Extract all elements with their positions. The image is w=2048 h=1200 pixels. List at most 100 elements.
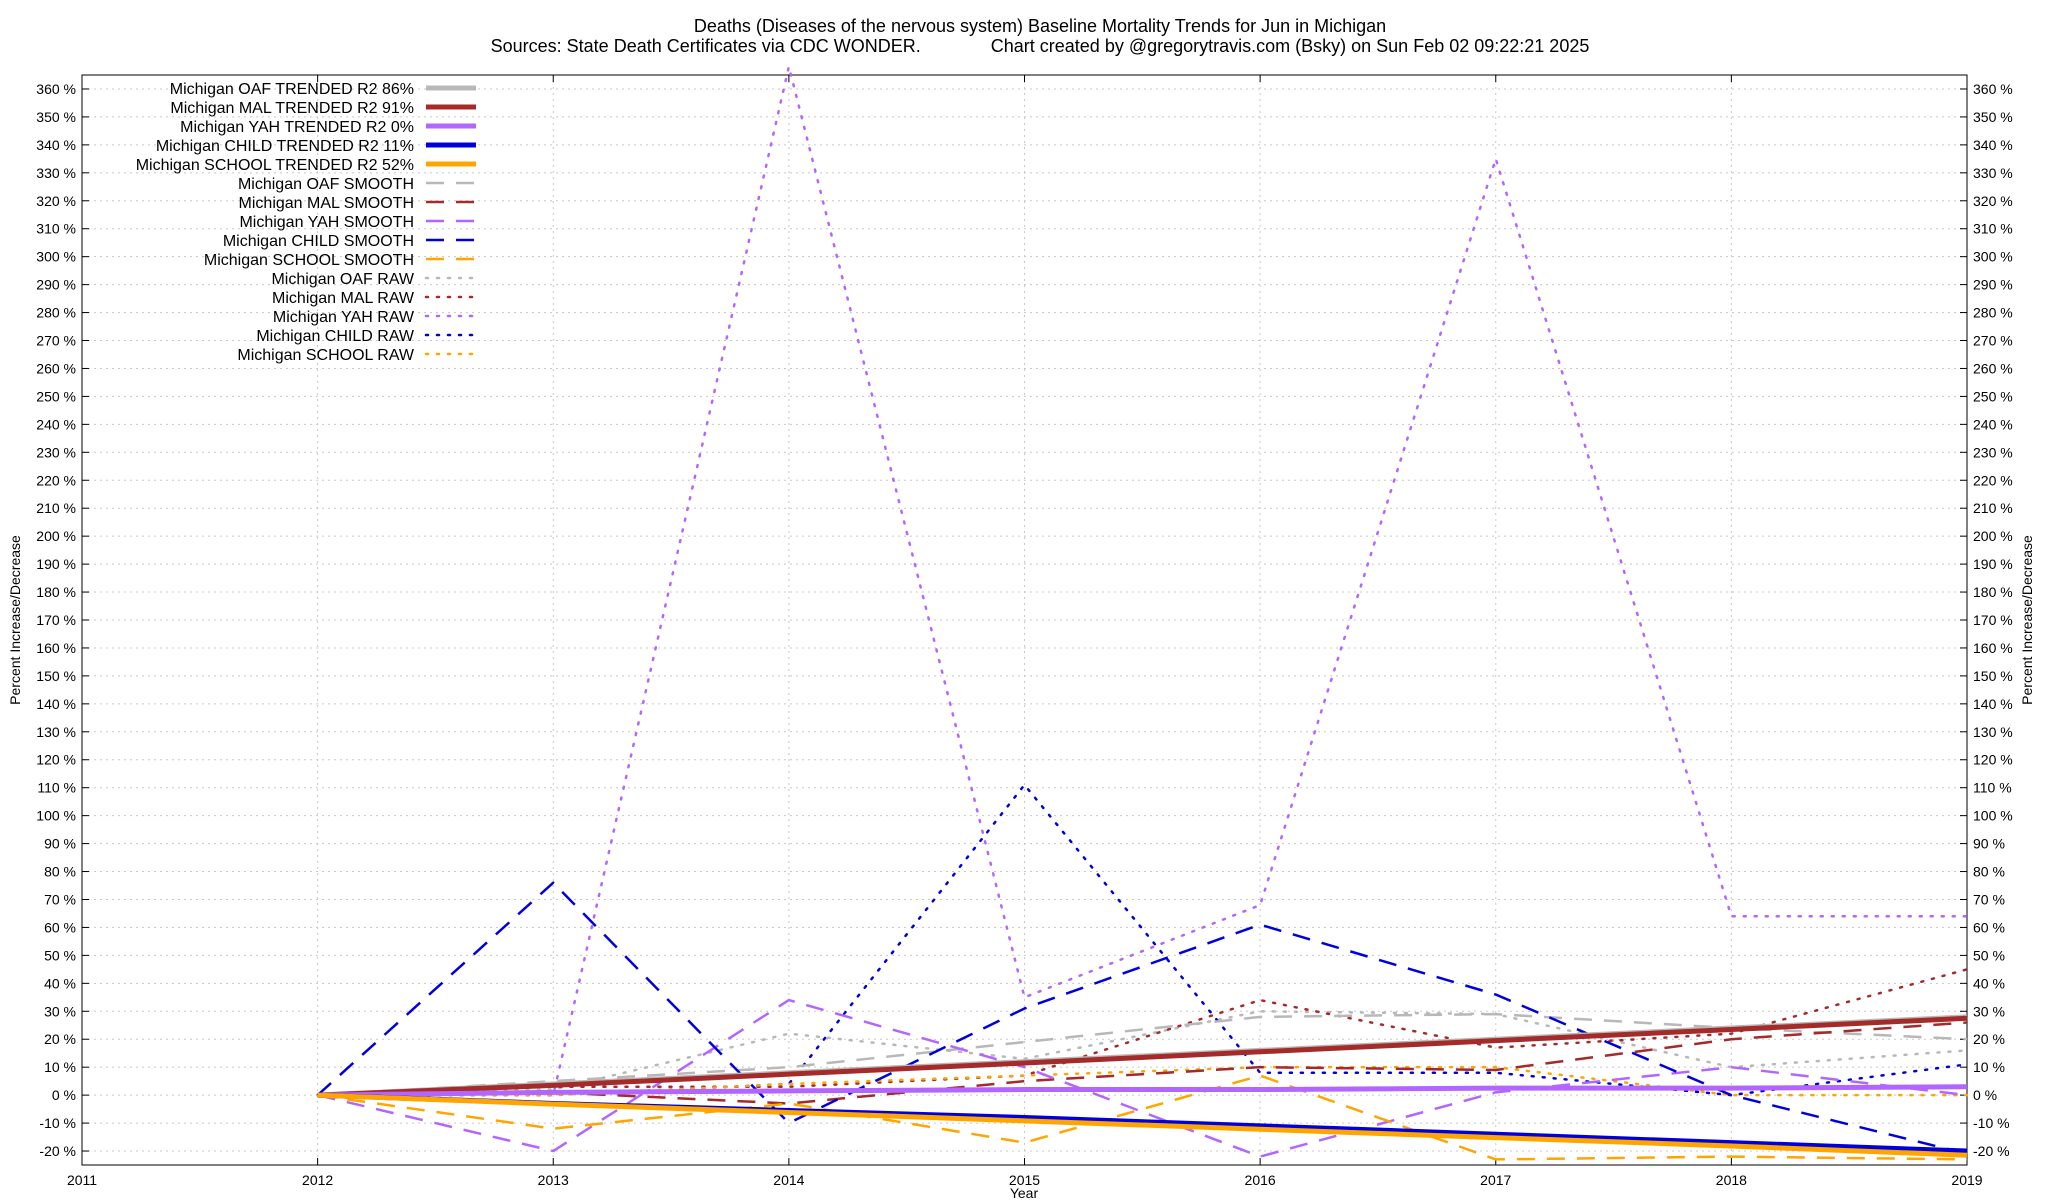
legend-entry-label: Michigan YAH TRENDED R2 0% [180,119,414,136]
chart-subtitle: Sources: State Death Certificates via CD… [491,36,1590,56]
y2-tick-label-right: 200 % [1973,528,2013,544]
y2-tick-label-right: 280 % [1973,305,2013,321]
series-line-14 [316,783,1969,1097]
y-tick-label-left: 350 % [36,109,76,125]
y-tick-label-left: 70 % [44,891,76,907]
y-tick-label-left: 0 % [52,1087,76,1103]
y2-tick-label-right: 160 % [1973,640,2013,656]
series-line-13 [316,65,1969,1097]
y-tick-label-left: 210 % [36,500,76,516]
y-tick-label-left: 40 % [44,975,76,991]
y2-tick-label-right: 80 % [1973,864,2005,880]
series-line-8 [317,998,1968,1158]
series-line-2 [317,1015,1968,1098]
y2-tick-label-right: 290 % [1973,277,2013,293]
axis-ticks: 2011 2012 2013 2014 2015 2016 2017 2018 2019 -20 … [36,75,2013,1188]
y-tick-label-left: 60 % [44,919,76,935]
y-tick-label-left: 140 % [36,696,76,712]
y2-tick-label-right: 340 % [1973,137,2013,153]
y2-tick-label-right: 110 % [1973,780,2012,796]
legend-entry-label: Michigan SCHOOL RAW [237,347,415,364]
legend-entry-label: Michigan SCHOOL TRENDED R2 52% [136,157,414,174]
y2-axis-label: Percent Increase/Decrease [2019,535,2035,705]
y2-tick-label-right: 190 % [1973,556,2013,572]
y-tick-label-left: 330 % [36,165,76,181]
y-tick-label-left: 310 % [36,221,76,237]
y-tick-label-left: 30 % [44,1003,76,1019]
y2-tick-label-right: 230 % [1973,444,2013,460]
y2-tick-label-right: 0 % [1973,1087,1997,1103]
y-tick-label-left: -20 % [39,1143,76,1159]
y2-tick-label-right: 180 % [1973,584,2013,600]
y-tick-label-left: 340 % [36,137,76,153]
legend-entry-label: Michigan YAH RAW [273,309,415,326]
series-line-6 [317,1012,1968,1097]
legend-entry-label: Michigan MAL RAW [272,290,415,307]
y2-tick-label-right: 30 % [1973,1003,2005,1019]
y2-tick-label-right: 210 % [1973,500,2013,516]
y2-tick-label-right: 170 % [1973,612,2013,628]
y2-tick-label-right: 130 % [1973,724,2013,740]
legend-entry-label: Michigan SCHOOL SMOOTH [204,252,414,269]
series-line-5 [317,1092,1968,1158]
y2-tick-label-right: -20 % [1973,1143,2010,1159]
x-tick-label: 2015 [1009,1172,1040,1188]
y-tick-label-left: 230 % [36,444,76,460]
y-tick-label-left: 250 % [36,388,76,404]
y2-tick-label-right: 60 % [1973,919,2005,935]
y-tick-label-left: 120 % [36,752,76,768]
y-tick-label-left: 80 % [44,864,76,880]
legend-entry-label: Michigan CHILD TRENDED R2 11% [156,138,414,155]
y-tick-label-left: 160 % [36,640,76,656]
y-tick-label-left: 180 % [36,584,76,600]
legend-entry-label: Michigan OAF SMOOTH [238,176,414,193]
y-tick-label-left: 50 % [44,947,76,963]
y2-tick-label-right: 40 % [1973,975,2005,991]
y-tick-label-left: 300 % [36,249,76,265]
series-lines [316,65,1969,1161]
legend-entry-label: Michigan OAF RAW [271,271,414,288]
y2-tick-label-right: 220 % [1973,472,2013,488]
x-tick-label: 2013 [538,1172,569,1188]
y2-tick-label-right: 10 % [1973,1059,2005,1075]
y-tick-label-left: 320 % [36,193,76,209]
grid [81,75,1968,1165]
y-tick-label-left: 110 % [37,780,76,796]
y-tick-label-left: 200 % [36,528,76,544]
y-tick-label-left: 190 % [36,556,76,572]
y-tick-label-left: 90 % [44,836,76,852]
y-tick-label-left: 10 % [44,1059,76,1075]
legend-entry-label: Michigan MAL SMOOTH [239,195,414,212]
y2-tick-label-right: 70 % [1973,891,2005,907]
y-tick-label-left: 220 % [36,472,76,488]
y2-tick-label-right: 150 % [1973,668,2013,684]
chart-title: Deaths (Diseases of the nervous system) … [694,16,1386,36]
series-line-3 [317,1084,1968,1098]
legend-entry-label: Michigan MAL TRENDED R2 91% [170,100,414,117]
series-line-10 [317,1074,1968,1161]
y2-tick-label-right: 350 % [1973,109,2013,125]
y2-tick-label-right: 20 % [1973,1031,2005,1047]
y2-tick-label-right: 320 % [1973,193,2013,209]
y2-tick-label-right: 250 % [1973,388,2013,404]
y2-tick-label-right: 360 % [1973,81,2013,97]
y2-tick-label-right: 330 % [1973,165,2013,181]
series-line-9 [316,881,1968,1156]
y2-tick-label-right: 260 % [1973,360,2013,376]
y2-tick-label-right: 140 % [1973,696,2013,712]
y-tick-label-left: 150 % [36,668,76,684]
y-tick-label-left: 260 % [36,360,76,376]
y-tick-label-left: 360 % [36,81,76,97]
y-tick-label-left: 290 % [36,277,76,293]
y-tick-label-left: 270 % [36,333,76,349]
y-tick-label-left: 170 % [36,612,76,628]
y2-tick-label-right: 270 % [1973,333,2013,349]
y-tick-label-left: 100 % [36,808,76,824]
y2-tick-label-right: -10 % [1973,1115,2010,1131]
x-tick-label: 2018 [1716,1172,1747,1188]
y2-tick-label-right: 50 % [1973,947,2005,963]
y-axis-label: Percent Increase/Decrease [7,535,23,705]
y2-tick-label-right: 310 % [1973,221,2013,237]
